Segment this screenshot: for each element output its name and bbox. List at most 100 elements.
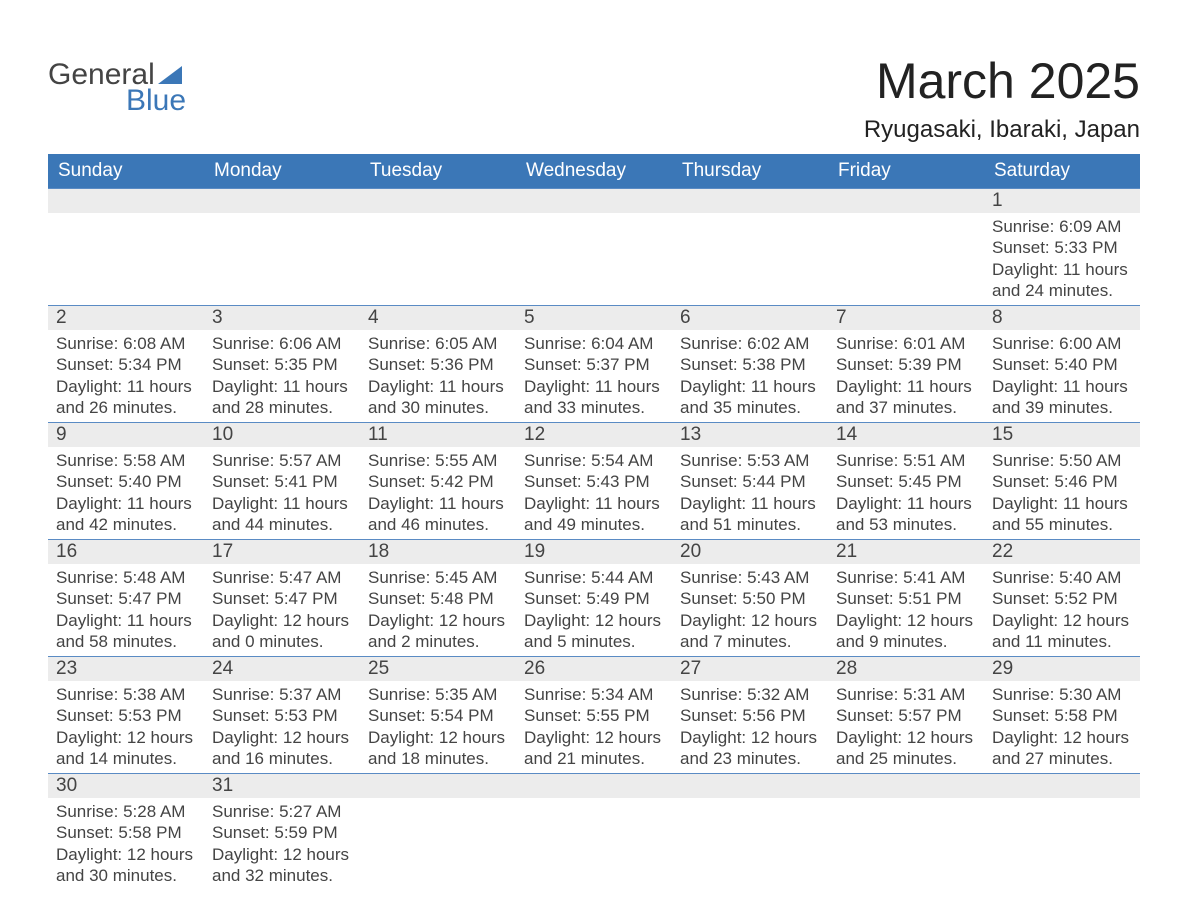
calendar-cell — [672, 774, 828, 891]
day-data: Sunrise: 6:09 AMSunset: 5:33 PMDaylight:… — [984, 213, 1140, 305]
calendar-cell — [516, 189, 672, 306]
calendar-week-row: 30Sunrise: 5:28 AMSunset: 5:58 PMDayligh… — [48, 774, 1140, 891]
calendar-cell: 14Sunrise: 5:51 AMSunset: 5:45 PMDayligh… — [828, 423, 984, 540]
day-data: Sunrise: 5:35 AMSunset: 5:54 PMDaylight:… — [360, 681, 516, 773]
weekday-header: Monday — [204, 154, 360, 189]
day-data: Sunrise: 5:47 AMSunset: 5:47 PMDaylight:… — [204, 564, 360, 656]
weekday-header: Sunday — [48, 154, 204, 189]
day-number: 21 — [828, 540, 984, 564]
day-number: 13 — [672, 423, 828, 447]
day-data: Sunrise: 6:08 AMSunset: 5:34 PMDaylight:… — [48, 330, 204, 422]
calendar-week-row: 2Sunrise: 6:08 AMSunset: 5:34 PMDaylight… — [48, 306, 1140, 423]
day-data: Sunrise: 5:34 AMSunset: 5:55 PMDaylight:… — [516, 681, 672, 773]
day-data: Sunrise: 5:55 AMSunset: 5:42 PMDaylight:… — [360, 447, 516, 539]
weekday-header: Tuesday — [360, 154, 516, 189]
day-number: 17 — [204, 540, 360, 564]
day-data: Sunrise: 5:32 AMSunset: 5:56 PMDaylight:… — [672, 681, 828, 773]
day-data — [204, 213, 360, 220]
calendar-cell: 18Sunrise: 5:45 AMSunset: 5:48 PMDayligh… — [360, 540, 516, 657]
day-data: Sunrise: 6:00 AMSunset: 5:40 PMDaylight:… — [984, 330, 1140, 422]
calendar-cell: 16Sunrise: 5:48 AMSunset: 5:47 PMDayligh… — [48, 540, 204, 657]
calendar-cell: 4Sunrise: 6:05 AMSunset: 5:36 PMDaylight… — [360, 306, 516, 423]
day-data — [360, 213, 516, 220]
day-number — [516, 774, 672, 798]
calendar-cell: 12Sunrise: 5:54 AMSunset: 5:43 PMDayligh… — [516, 423, 672, 540]
day-data: Sunrise: 5:40 AMSunset: 5:52 PMDaylight:… — [984, 564, 1140, 656]
day-data — [984, 798, 1140, 805]
title-block: March 2025 Ryugasaki, Ibaraki, Japan — [864, 52, 1140, 144]
day-number — [828, 189, 984, 213]
calendar-week-row: 23Sunrise: 5:38 AMSunset: 5:53 PMDayligh… — [48, 657, 1140, 774]
day-data — [48, 213, 204, 220]
calendar-cell: 29Sunrise: 5:30 AMSunset: 5:58 PMDayligh… — [984, 657, 1140, 774]
calendar-cell: 31Sunrise: 5:27 AMSunset: 5:59 PMDayligh… — [204, 774, 360, 891]
calendar-cell — [828, 774, 984, 891]
day-data: Sunrise: 5:38 AMSunset: 5:53 PMDaylight:… — [48, 681, 204, 773]
day-number: 8 — [984, 306, 1140, 330]
day-number: 7 — [828, 306, 984, 330]
calendar-cell: 10Sunrise: 5:57 AMSunset: 5:41 PMDayligh… — [204, 423, 360, 540]
calendar-cell: 6Sunrise: 6:02 AMSunset: 5:38 PMDaylight… — [672, 306, 828, 423]
weekday-header: Wednesday — [516, 154, 672, 189]
day-data: Sunrise: 5:58 AMSunset: 5:40 PMDaylight:… — [48, 447, 204, 539]
day-number — [984, 774, 1140, 798]
day-number: 22 — [984, 540, 1140, 564]
calendar-cell: 3Sunrise: 6:06 AMSunset: 5:35 PMDaylight… — [204, 306, 360, 423]
day-number: 11 — [360, 423, 516, 447]
day-data: Sunrise: 6:06 AMSunset: 5:35 PMDaylight:… — [204, 330, 360, 422]
day-number: 3 — [204, 306, 360, 330]
calendar-cell: 13Sunrise: 5:53 AMSunset: 5:44 PMDayligh… — [672, 423, 828, 540]
day-data: Sunrise: 5:44 AMSunset: 5:49 PMDaylight:… — [516, 564, 672, 656]
day-number: 14 — [828, 423, 984, 447]
day-data: Sunrise: 5:30 AMSunset: 5:58 PMDaylight:… — [984, 681, 1140, 773]
weekday-header: Friday — [828, 154, 984, 189]
calendar-cell — [48, 189, 204, 306]
day-number — [672, 774, 828, 798]
day-data — [828, 213, 984, 220]
calendar-cell: 28Sunrise: 5:31 AMSunset: 5:57 PMDayligh… — [828, 657, 984, 774]
weekday-header: Thursday — [672, 154, 828, 189]
day-data: Sunrise: 5:57 AMSunset: 5:41 PMDaylight:… — [204, 447, 360, 539]
day-data: Sunrise: 5:28 AMSunset: 5:58 PMDaylight:… — [48, 798, 204, 890]
calendar-week-row: 16Sunrise: 5:48 AMSunset: 5:47 PMDayligh… — [48, 540, 1140, 657]
day-data: Sunrise: 5:54 AMSunset: 5:43 PMDaylight:… — [516, 447, 672, 539]
calendar-cell: 22Sunrise: 5:40 AMSunset: 5:52 PMDayligh… — [984, 540, 1140, 657]
day-number: 10 — [204, 423, 360, 447]
day-data: Sunrise: 6:02 AMSunset: 5:38 PMDaylight:… — [672, 330, 828, 422]
day-number: 9 — [48, 423, 204, 447]
calendar-cell: 11Sunrise: 5:55 AMSunset: 5:42 PMDayligh… — [360, 423, 516, 540]
day-data: Sunrise: 5:37 AMSunset: 5:53 PMDaylight:… — [204, 681, 360, 773]
calendar-cell — [984, 774, 1140, 891]
day-number — [360, 774, 516, 798]
brand-line2: Blue — [126, 86, 186, 116]
day-number: 25 — [360, 657, 516, 681]
calendar-body: 1Sunrise: 6:09 AMSunset: 5:33 PMDaylight… — [48, 189, 1140, 891]
calendar-cell: 9Sunrise: 5:58 AMSunset: 5:40 PMDaylight… — [48, 423, 204, 540]
day-data — [672, 798, 828, 805]
day-data: Sunrise: 5:31 AMSunset: 5:57 PMDaylight:… — [828, 681, 984, 773]
brand-logo: General Blue — [48, 60, 186, 116]
day-data — [360, 798, 516, 805]
day-data: Sunrise: 5:50 AMSunset: 5:46 PMDaylight:… — [984, 447, 1140, 539]
page-header: General Blue March 2025 Ryugasaki, Ibara… — [48, 20, 1140, 144]
weekday-header: Saturday — [984, 154, 1140, 189]
day-number: 6 — [672, 306, 828, 330]
day-number — [672, 189, 828, 213]
calendar-week-row: 1Sunrise: 6:09 AMSunset: 5:33 PMDaylight… — [48, 189, 1140, 306]
location: Ryugasaki, Ibaraki, Japan — [864, 116, 1140, 144]
calendar-cell: 5Sunrise: 6:04 AMSunset: 5:37 PMDaylight… — [516, 306, 672, 423]
calendar-table: Sunday Monday Tuesday Wednesday Thursday… — [48, 154, 1140, 890]
day-number — [204, 189, 360, 213]
calendar-cell: 17Sunrise: 5:47 AMSunset: 5:47 PMDayligh… — [204, 540, 360, 657]
day-number: 28 — [828, 657, 984, 681]
day-number: 29 — [984, 657, 1140, 681]
calendar-cell — [204, 189, 360, 306]
day-data: Sunrise: 5:45 AMSunset: 5:48 PMDaylight:… — [360, 564, 516, 656]
day-number: 15 — [984, 423, 1140, 447]
calendar-cell — [360, 774, 516, 891]
month-title: March 2025 — [864, 52, 1140, 110]
day-number: 26 — [516, 657, 672, 681]
day-data — [828, 798, 984, 805]
calendar-cell — [672, 189, 828, 306]
day-data: Sunrise: 6:04 AMSunset: 5:37 PMDaylight:… — [516, 330, 672, 422]
